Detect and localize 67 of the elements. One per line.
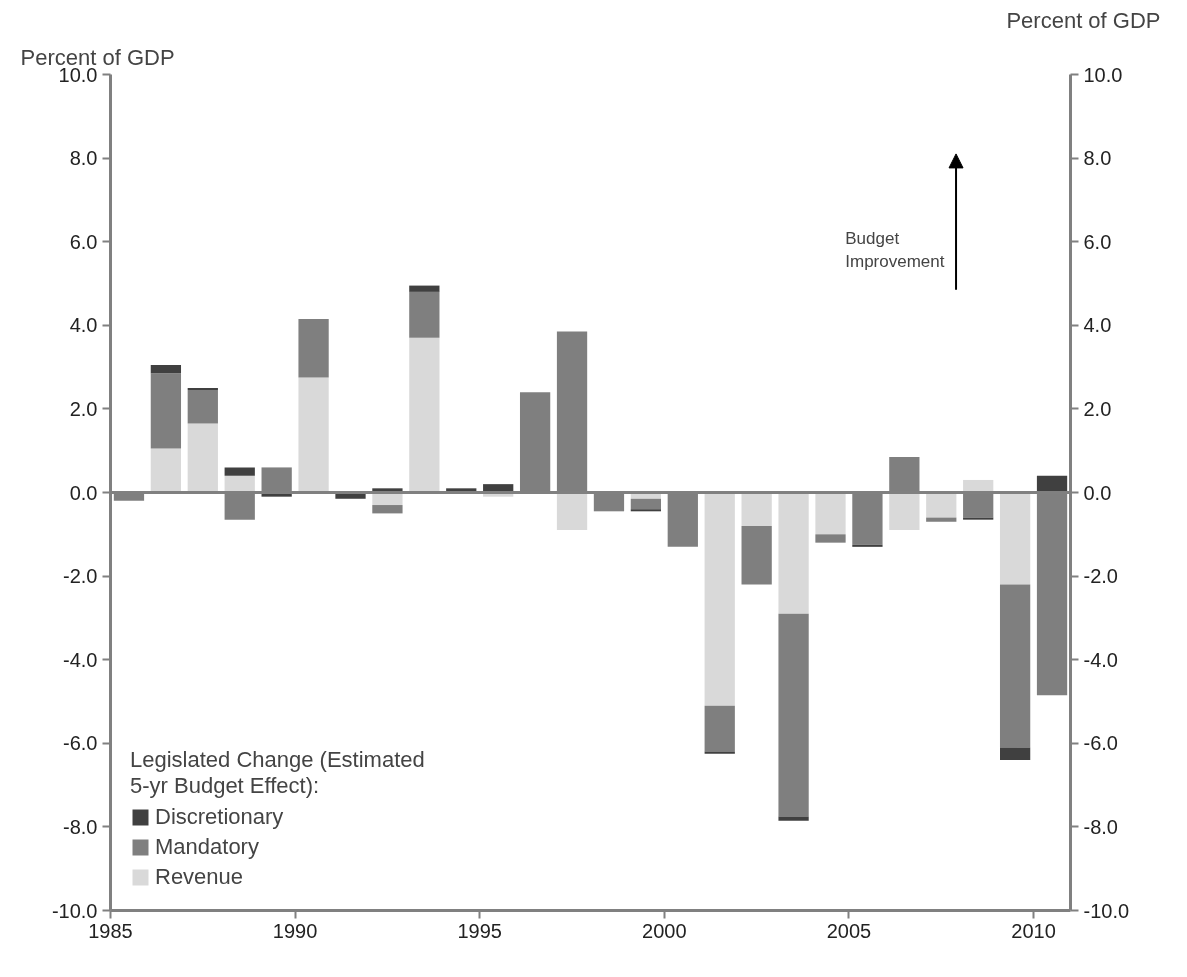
bar — [926, 517, 957, 522]
x-tick-label: 2005 — [826, 919, 872, 942]
y2-tick-label: 8.0 — [1083, 147, 1112, 170]
bar — [889, 492, 920, 531]
bar — [630, 498, 662, 510]
bar — [778, 613, 809, 817]
annotation: Budget Improvement — [845, 229, 945, 271]
bar — [150, 365, 182, 374]
x-tick-label: 1985 — [88, 919, 133, 942]
x-tick-label: 2010 — [1011, 919, 1056, 942]
bar — [187, 390, 218, 424]
y2-tick-label: 0.0 — [1083, 481, 1112, 504]
y2-tick-label: 6.0 — [1083, 230, 1112, 253]
y2-axis-title: Percent of GDP — [1006, 7, 1161, 33]
y-tick-label: 6.0 — [69, 230, 98, 253]
legend-label: Discretionary — [155, 804, 284, 830]
y-tick-label: 8.0 — [69, 147, 98, 170]
bar — [741, 525, 772, 585]
y-tick-label: -2.0 — [63, 565, 98, 588]
y2-tick-label: 2.0 — [1083, 397, 1112, 420]
bar — [409, 285, 440, 292]
y2-tick-label: -4.0 — [1083, 648, 1118, 671]
bar — [999, 747, 1031, 761]
y2-tick-label: -2.0 — [1083, 565, 1118, 588]
legend-label: Revenue — [155, 864, 244, 890]
bar — [150, 448, 182, 493]
bar — [630, 509, 662, 512]
bar — [815, 534, 846, 543]
y2-tick-label: -10.0 — [1083, 899, 1130, 922]
x-tick-label: 1995 — [457, 919, 502, 942]
y-tick-label: 0.0 — [69, 481, 98, 504]
bar — [999, 492, 1031, 585]
bar — [409, 337, 440, 493]
legend-label: Mandatory — [155, 834, 259, 860]
bar — [963, 517, 994, 520]
legend-title: Legislated Change (Estimated 5-yr Budget Effect): — [130, 747, 425, 799]
y-tick-label: 4.0 — [69, 314, 98, 337]
bar — [556, 492, 588, 531]
y2-tick-label: 4.0 — [1083, 314, 1112, 337]
bar — [704, 751, 735, 754]
y2-tick-label: 10.0 — [1083, 63, 1123, 86]
bar — [999, 584, 1031, 748]
bar — [926, 492, 957, 518]
bar — [298, 377, 329, 493]
y-tick-label: -8.0 — [63, 815, 98, 838]
y-tick-label: -6.0 — [63, 732, 98, 755]
bar — [409, 291, 440, 338]
bar — [815, 492, 846, 535]
bar — [224, 467, 255, 476]
bar — [741, 492, 772, 526]
x-tick-label: 2000 — [642, 919, 687, 942]
bar — [187, 423, 218, 493]
bar — [778, 816, 809, 821]
bar — [704, 705, 735, 752]
bar — [150, 373, 182, 449]
bar — [372, 505, 403, 514]
y2-tick-label: -6.0 — [1083, 732, 1118, 755]
y-tick-label: 2.0 — [69, 397, 98, 420]
y-tick-label: -4.0 — [63, 648, 98, 671]
bar — [778, 492, 809, 614]
y-tick-label: -10.0 — [51, 899, 98, 922]
bar — [852, 544, 883, 547]
bar — [298, 319, 329, 378]
bar — [187, 388, 218, 391]
bar — [704, 492, 735, 706]
y2-tick-label: -8.0 — [1083, 815, 1118, 838]
x-tick-label: 1990 — [272, 919, 318, 942]
